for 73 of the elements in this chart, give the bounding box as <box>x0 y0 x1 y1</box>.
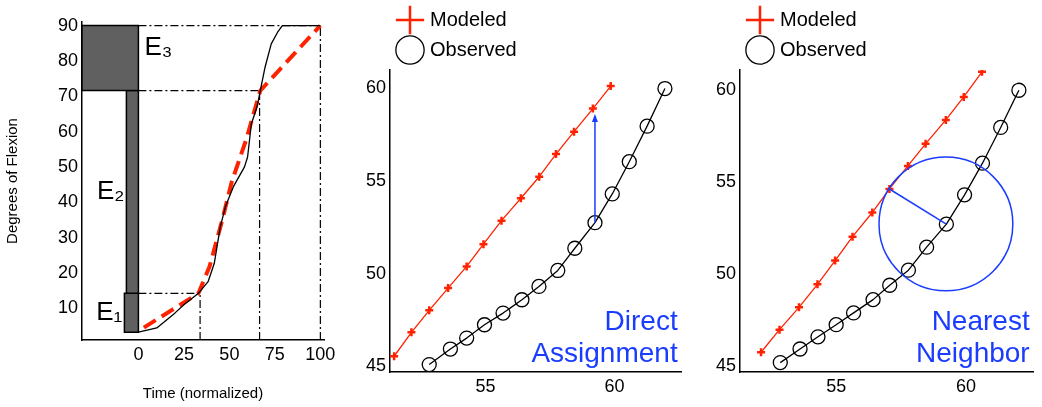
point <box>918 239 935 255</box>
point <box>810 329 826 345</box>
x-tick-label: 75 <box>264 343 285 364</box>
point <box>421 356 437 372</box>
band-label: E₁ <box>96 295 123 326</box>
point <box>514 292 530 308</box>
x-tick-label: 55 <box>475 375 496 396</box>
annotation: Direct Assignment <box>531 305 678 368</box>
point <box>812 279 823 290</box>
band-label: E₂ <box>96 175 125 206</box>
point <box>587 215 603 231</box>
x-tick-label: 60 <box>956 375 977 396</box>
point <box>639 118 655 134</box>
y-tick-label: 60 <box>365 77 386 98</box>
y-tick-label: 30 <box>57 226 78 247</box>
point <box>495 305 511 321</box>
y-tick-label: 60 <box>715 79 736 100</box>
y-tick-label: 20 <box>57 261 78 282</box>
y-tick-label: 50 <box>57 155 78 176</box>
x-tick-label: 25 <box>173 343 194 364</box>
band-label: E₃ <box>144 30 173 61</box>
point <box>657 80 673 97</box>
point <box>459 330 475 346</box>
point <box>882 277 898 293</box>
x-tick-label: 55 <box>826 375 847 396</box>
point <box>550 262 566 279</box>
point <box>774 324 785 335</box>
point <box>604 186 620 202</box>
y-tick-label: 40 <box>57 191 78 212</box>
legend-label: Observed <box>430 37 517 60</box>
point <box>476 317 493 333</box>
x-tick-label: 100 <box>305 343 336 364</box>
y-tick-label: 10 <box>57 297 78 318</box>
y-tick-label: 70 <box>57 85 78 106</box>
legend-label: Modeled <box>780 7 857 30</box>
y-tick-label: 45 <box>715 355 736 376</box>
legend-label: Modeled <box>430 7 507 30</box>
y-tick-label: 45 <box>365 355 386 376</box>
point <box>956 187 973 203</box>
point <box>938 216 955 232</box>
point <box>865 291 881 308</box>
x-axis-title: Time (normalized) <box>142 384 264 402</box>
y-tick-label: 80 <box>57 49 78 70</box>
point <box>974 155 991 171</box>
point <box>621 154 637 170</box>
y-tick-label: 60 <box>57 120 78 141</box>
y-tick-label: 55 <box>715 171 736 192</box>
point <box>461 261 472 272</box>
x-tick-label: 50 <box>219 343 240 364</box>
y-tick-label: 50 <box>715 263 736 284</box>
annotation: Nearest Neighbor <box>916 305 1030 368</box>
point <box>406 327 417 338</box>
point <box>993 119 1009 136</box>
point <box>390 351 400 362</box>
y-axis-title: Degrees of Flexion <box>3 118 21 244</box>
point <box>867 207 878 218</box>
point <box>496 215 507 226</box>
point <box>792 341 808 357</box>
point <box>772 354 788 371</box>
point <box>845 305 862 321</box>
point <box>1011 82 1027 98</box>
point <box>567 240 583 256</box>
y-tick-label: 90 <box>57 14 78 35</box>
point <box>442 341 459 357</box>
y-tick-label: 50 <box>365 262 386 283</box>
point <box>531 278 547 295</box>
legend-label: Observed <box>780 37 867 60</box>
point <box>847 231 858 242</box>
point <box>828 317 844 333</box>
point <box>900 262 917 278</box>
x-tick-label: 0 <box>133 343 144 364</box>
x-tick-label: 60 <box>604 375 625 396</box>
y-tick-label: 55 <box>365 170 386 191</box>
